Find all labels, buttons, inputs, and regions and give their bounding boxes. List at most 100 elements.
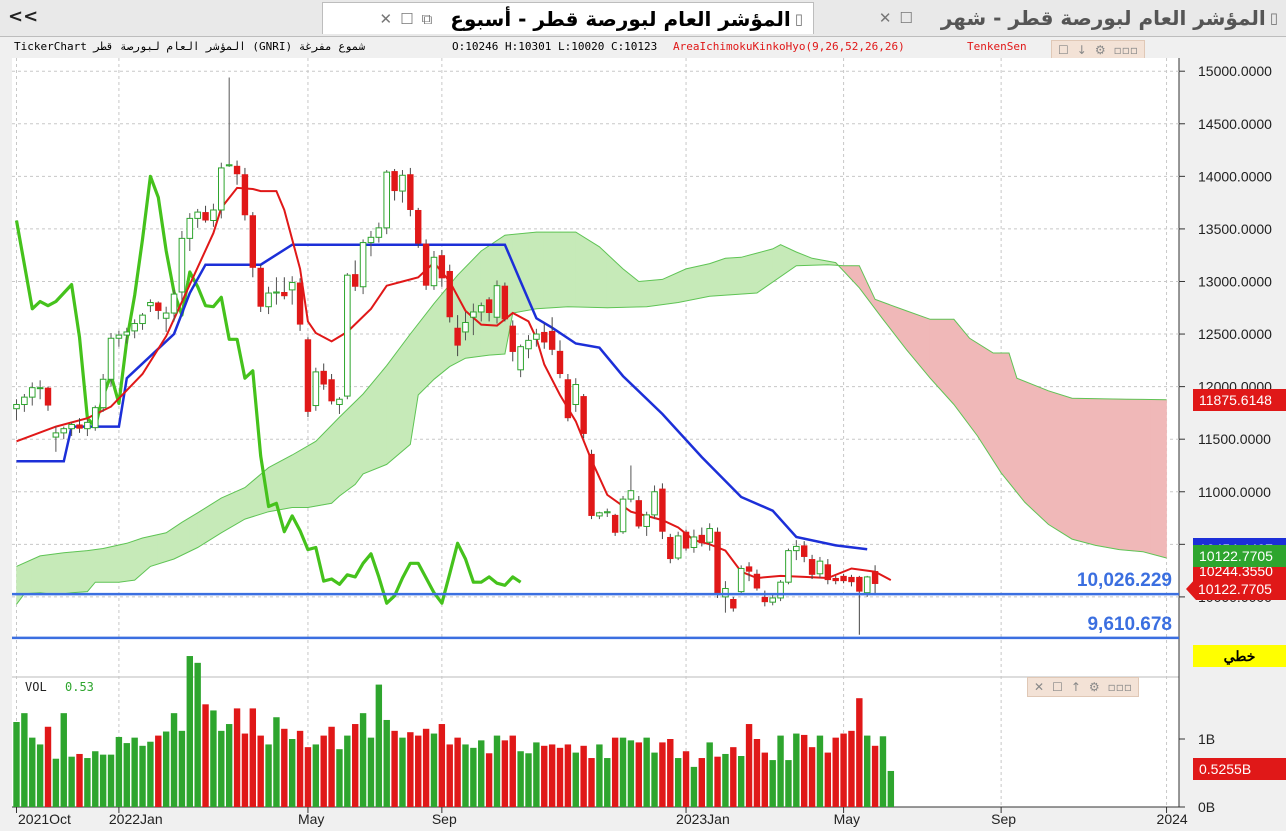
candle-body [84, 421, 91, 430]
maximize-icon[interactable]: ☐ [899, 9, 913, 27]
candle-body [155, 302, 162, 311]
settings-icon[interactable]: ⚙ [1088, 680, 1100, 694]
maximize-icon[interactable]: ☐ [400, 9, 414, 28]
candle-body [627, 490, 635, 500]
volume-bar [296, 730, 304, 807]
candle [674, 531, 682, 561]
price-tick-label: 11500.0000 [1198, 431, 1271, 447]
tab-weekly-chart[interactable]: ✕ ☐ ⧉ المؤشر العام لبورصة قطر - أسبوع ▯ [322, 2, 814, 34]
candle [68, 422, 75, 437]
volume-bar [233, 708, 241, 807]
volume-bar [611, 737, 619, 807]
candle-body [722, 587, 729, 598]
maximize-icon[interactable]: ☐ [1058, 43, 1069, 57]
volume-bar [415, 735, 422, 807]
cloud-bullish-segment [118, 542, 128, 583]
candle-body [863, 576, 871, 594]
candle-body [698, 534, 705, 544]
cloud-bullish-segment [662, 275, 671, 305]
maximize-icon[interactable]: ☐ [1052, 680, 1063, 694]
cloud-bullish-segment [173, 521, 183, 560]
line-type-tag[interactable]: خطي [1193, 645, 1286, 667]
tab-bar: << ✕ ☐ ⧉ المؤشر العام لبورصة قطر - أسبوع… [0, 0, 1286, 37]
candle [281, 277, 288, 300]
candle-body [493, 285, 501, 318]
cloud-bullish-segment [473, 250, 482, 358]
cloud-bullish-segment [378, 364, 388, 469]
volume-bar [454, 737, 461, 807]
cloud-bullish-segment [221, 494, 230, 534]
close-icon[interactable]: ✕ [1034, 680, 1045, 694]
candle [856, 575, 863, 635]
candle [28, 382, 36, 406]
candle-body [194, 211, 201, 219]
volume-bar [667, 739, 674, 807]
candle [871, 565, 879, 595]
candle [753, 569, 761, 591]
cloud-bullish-segment [362, 383, 372, 475]
candle-body [52, 432, 60, 438]
volume-bar [470, 747, 477, 807]
volume-bar [257, 735, 264, 807]
candle [848, 574, 855, 587]
candle [225, 77, 233, 167]
candle-body [359, 242, 367, 288]
cloud-bearish-segment [1048, 390, 1057, 530]
detach-icon[interactable]: ⧉ [421, 9, 433, 28]
volume-bar [706, 742, 713, 807]
candle-body [525, 339, 532, 350]
cloud-bullish-segment [772, 244, 781, 283]
senkou-span-a-line [16, 231, 1167, 567]
candle-body [462, 321, 469, 333]
close-icon[interactable]: ✕ [379, 9, 393, 28]
tab-menu-icon[interactable]: ▯ [794, 9, 803, 28]
candle-body [344, 274, 351, 397]
cloud-bullish-segment [394, 343, 403, 459]
cloud-bearish-segment [1032, 384, 1041, 518]
candle [840, 573, 847, 584]
candle [698, 527, 705, 547]
candle-body [336, 398, 343, 405]
volume-bar [493, 735, 501, 807]
close-icon[interactable]: ✕ [878, 9, 892, 27]
collapse-panels-button[interactable]: << [8, 6, 39, 27]
candle [13, 399, 20, 421]
tab-monthly-chart[interactable]: ✕ ☐ المؤشر العام لبورصة قطر - شهر ▯ [846, 2, 1286, 34]
candle-body [210, 209, 217, 221]
candle [682, 529, 690, 551]
candle [233, 160, 241, 185]
volume-bar [336, 749, 343, 807]
candle-body [596, 512, 603, 517]
volume-bar [446, 744, 453, 807]
tab-menu-icon[interactable]: ▯ [1269, 9, 1278, 27]
price-pane-toolbar: ☐ ↓ ⚙ ▫▫▫ [1051, 40, 1145, 60]
tab-title: المؤشر العام لبورصة قطر - أسبوع [450, 6, 791, 31]
candle-body [856, 576, 863, 592]
cloud-bullish-segment [725, 257, 734, 296]
volume-bar [312, 744, 320, 807]
candle [509, 320, 516, 362]
cloud-bearish-segment [1126, 398, 1136, 552]
move-up-icon[interactable]: ↑ [1070, 680, 1081, 694]
candle [737, 565, 745, 595]
ohlc-readout: O:10246 H:10301 L:10020 C:10123 [452, 40, 658, 53]
cloud-bullish-segment [756, 250, 766, 294]
volume-bar [76, 753, 83, 807]
cloud-bullish-segment [284, 454, 293, 510]
settings-icon[interactable]: ⚙ [1094, 43, 1106, 57]
volume-bar [123, 743, 130, 807]
more-icon[interactable]: ▫▫▫ [1113, 43, 1138, 57]
cloud-bullish-segment [465, 258, 474, 359]
candle-body [139, 314, 146, 325]
cloud-bullish-segment [79, 550, 88, 593]
volume-bar [596, 744, 603, 807]
cloud-bullish-segment [110, 544, 120, 583]
cloud-bearish-segment [1055, 392, 1065, 535]
volume-bar [407, 732, 414, 807]
candle [162, 306, 170, 332]
candle-body [383, 171, 391, 229]
horizontal-lines[interactable]: 10,026.229 9,610.678 [12, 570, 1179, 640]
move-down-icon[interactable]: ↓ [1076, 43, 1087, 57]
more-icon[interactable]: ▫▫▫ [1107, 680, 1133, 694]
candle [745, 562, 753, 582]
